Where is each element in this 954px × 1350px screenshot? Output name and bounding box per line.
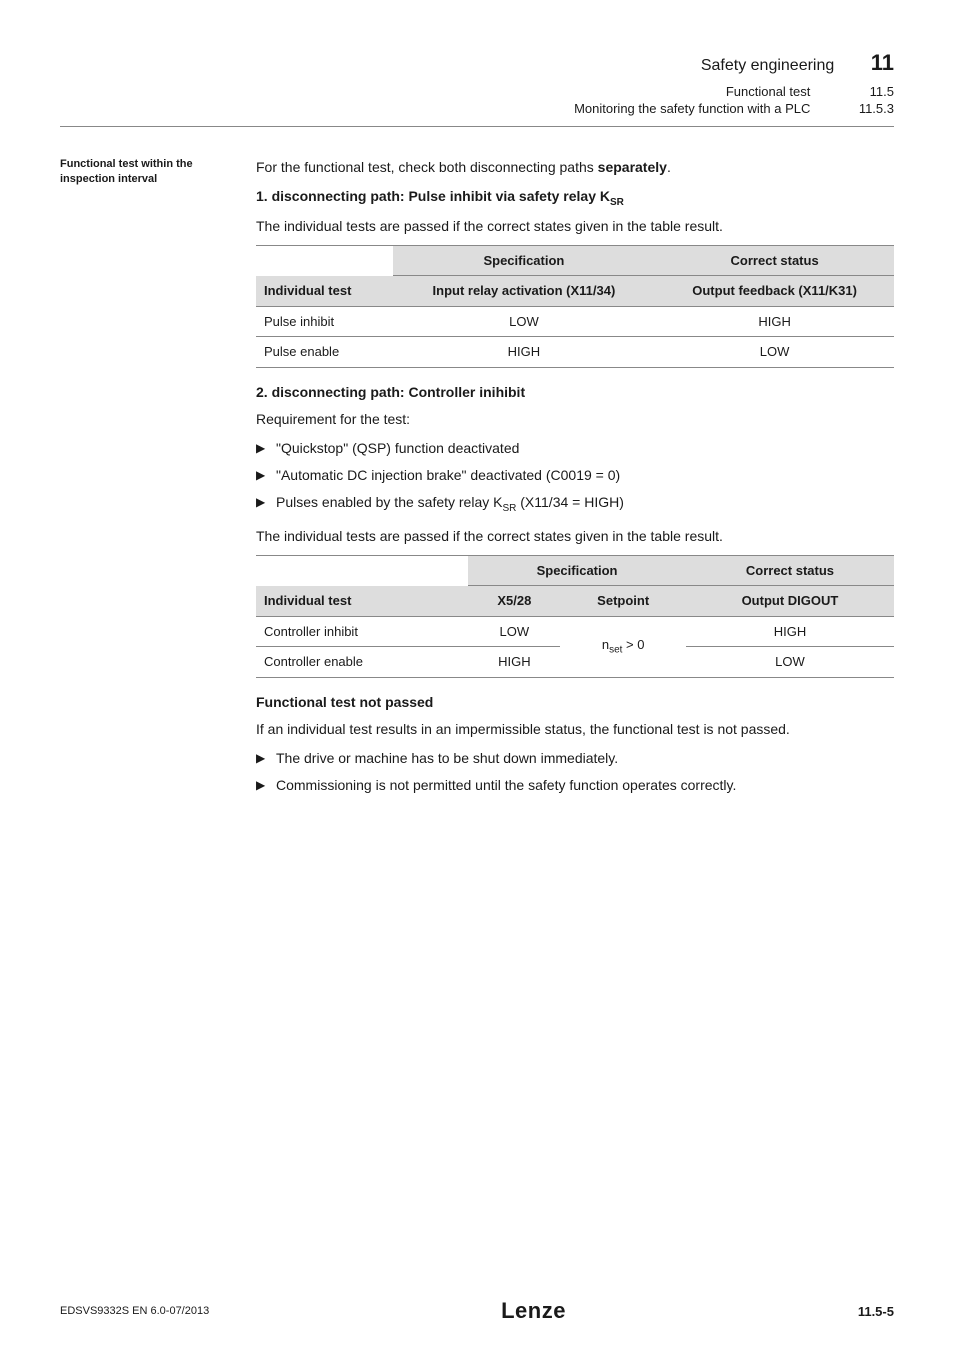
header-sub1-number: 11.5 <box>846 84 894 99</box>
path2-bullet-3: Pulses enabled by the safety relay KSR (… <box>256 492 894 516</box>
table-head-row: Specification Correct status <box>256 555 894 586</box>
path1-r1-out: LOW <box>655 337 894 368</box>
intro-bold: separately <box>598 159 667 175</box>
header-subtitle-2: Monitoring the safety function with a PL… <box>60 101 894 116</box>
path1-r0-spec: LOW <box>393 306 656 337</box>
notpassed-bullet-2: Commissioning is not permitted until the… <box>256 775 894 796</box>
path1-col-status: Correct status <box>655 245 894 276</box>
header-subtitle-1: Functional test 11.5 <box>60 84 894 99</box>
path2-paragraph: The individual tests are passed if the c… <box>256 526 894 547</box>
notpassed-paragraph: If an individual test results in an impe… <box>256 719 894 740</box>
path2-col-individual: Individual test <box>256 586 468 617</box>
path2-bullet-list: "Quickstop" (QSP) function deactivated "… <box>256 438 894 516</box>
notpassed-bullet-1: The drive or machine has to be shut down… <box>256 748 894 769</box>
path1-col-spec: Specification <box>393 245 656 276</box>
path2-table: Specification Correct status Individual … <box>256 555 894 678</box>
path1-col-output: Output feedback (X11/K31) <box>655 276 894 307</box>
path2-col-spec: Specification <box>468 555 686 586</box>
footer-doc-id: EDSVS9332S EN 6.0-07/2013 <box>60 1305 209 1317</box>
setpoint-sub: set <box>609 645 622 656</box>
content-row: Functional test within the inspection in… <box>60 157 894 806</box>
page-header: Safety engineering 11 <box>60 50 894 76</box>
path1-r0-out: HIGH <box>655 306 894 337</box>
intro-tail: . <box>667 159 671 175</box>
path2-r0-test: Controller inhibit <box>256 616 468 647</box>
path2-col-output: Output DIGOUT <box>686 586 894 617</box>
path1-r1-test: Pulse enable <box>256 337 393 368</box>
path2-col-status: Correct status <box>686 555 894 586</box>
path2-r1-x: HIGH <box>468 647 560 678</box>
table-row: Controller inhibit LOW nset > 0 HIGH <box>256 616 894 647</box>
setpoint-post: > 0 <box>622 637 644 652</box>
path1-heading-text: 1. disconnecting path: Pulse inhibit via… <box>256 188 610 204</box>
table-empty-cell <box>256 245 393 276</box>
body-column: For the functional test, check both disc… <box>256 157 894 806</box>
header-title: Safety engineering <box>701 57 834 74</box>
path2-r0-x: LOW <box>468 616 560 647</box>
path1-heading-sub: SR <box>610 197 624 208</box>
path1-r1-spec: HIGH <box>393 337 656 368</box>
footer-logo: Lenze <box>501 1298 566 1324</box>
path1-r0-test: Pulse inhibit <box>256 306 393 337</box>
path2-r0-out: HIGH <box>686 616 894 647</box>
path2-bullet-1: "Quickstop" (QSP) function deactivated <box>256 438 894 459</box>
intro-paragraph: For the functional test, check both disc… <box>256 157 894 178</box>
path2-heading: 2. disconnecting path: Controller inihib… <box>256 382 894 403</box>
notpassed-bullet-list: The drive or machine has to be shut down… <box>256 748 894 796</box>
path1-table: Specification Correct status Individual … <box>256 245 894 368</box>
path1-col-individual: Individual test <box>256 276 393 307</box>
path2-bullet-2: "Automatic DC injection brake" deactivat… <box>256 465 894 486</box>
path2-r1-test: Controller enable <box>256 647 468 678</box>
header-rule <box>60 126 894 127</box>
page-footer: EDSVS9332S EN 6.0-07/2013 Lenze 11.5-5 <box>60 1298 894 1324</box>
setpoint-pre: n <box>602 637 609 652</box>
path2-b3-post: (X11/34 = HIGH) <box>516 494 624 510</box>
notpassed-heading: Functional test not passed <box>256 692 894 713</box>
header-sub1-text: Functional test <box>726 84 811 99</box>
path2-col-x: X5/28 <box>468 586 560 617</box>
footer-page-number: 11.5-5 <box>858 1304 894 1319</box>
path2-r1-out: LOW <box>686 647 894 678</box>
path2-b3-pre: Pulses enabled by the safety relay K <box>276 494 502 510</box>
path2-col-setpoint: Setpoint <box>560 586 685 617</box>
path2-setpoint-cell: nset > 0 <box>560 616 685 677</box>
table-row: Pulse inhibit LOW HIGH <box>256 306 894 337</box>
path1-col-input: Input relay activation (X11/34) <box>393 276 656 307</box>
table-subhead-row: Individual test X5/28 Setpoint Output DI… <box>256 586 894 617</box>
table-row: Pulse enable HIGH LOW <box>256 337 894 368</box>
margin-note: Functional test within the inspection in… <box>60 157 256 187</box>
header-sub2-number: 11.5.3 <box>846 101 894 116</box>
page: Safety engineering 11 Functional test 11… <box>0 0 954 1350</box>
path2-requirement: Requirement for the test: <box>256 409 894 430</box>
header-chapter-number: 11 <box>871 50 894 75</box>
path2-b3-sub: SR <box>502 503 516 514</box>
path1-heading: 1. disconnecting path: Pulse inhibit via… <box>256 186 894 210</box>
table-empty-cell <box>256 555 468 586</box>
table-head-row: Specification Correct status <box>256 245 894 276</box>
intro-text: For the functional test, check both disc… <box>256 159 598 175</box>
table-subhead-row: Individual test Input relay activation (… <box>256 276 894 307</box>
header-sub2-text: Monitoring the safety function with a PL… <box>574 101 810 116</box>
path1-paragraph: The individual tests are passed if the c… <box>256 216 894 237</box>
